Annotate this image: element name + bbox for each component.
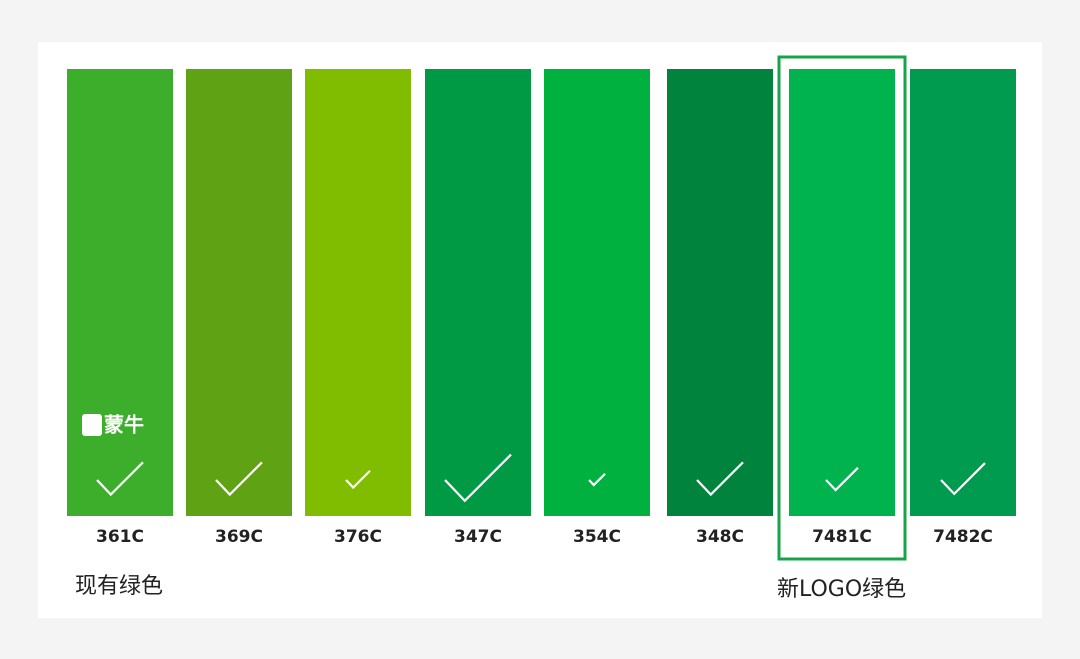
- swatch: [67, 69, 173, 516]
- checkmark: [96, 461, 144, 497]
- swatch-label: 7481C: [812, 527, 872, 547]
- swatch-label: 347C: [454, 527, 502, 547]
- logo-icon: [82, 414, 102, 436]
- checkmark: [215, 461, 263, 497]
- checkmark: [444, 453, 512, 503]
- checkmark: [345, 469, 371, 490]
- swatch: [667, 69, 773, 516]
- swatch: [186, 69, 292, 516]
- caption-current: 现有绿色: [75, 574, 163, 599]
- swatch: [789, 69, 895, 516]
- swatch: [544, 69, 650, 516]
- highlight-box: [777, 55, 907, 561]
- swatch-label: 369C: [215, 527, 263, 547]
- swatch: [910, 69, 1016, 516]
- checkmark: [588, 473, 606, 487]
- swatch: [425, 69, 531, 516]
- swatch: [305, 69, 411, 516]
- swatches: 361C 369C 376C 347C 354C 348C 7481C 7482C: [67, 69, 1016, 547]
- logo-text: 蒙牛: [104, 413, 144, 437]
- swatch-label: 376C: [334, 527, 382, 547]
- swatch-label: 361C: [96, 527, 144, 547]
- swatch-label: 7482C: [933, 527, 993, 547]
- checkmark: [940, 462, 986, 496]
- swatch-label: 348C: [696, 527, 744, 547]
- swatch-label: 354C: [573, 527, 621, 547]
- caption-new: 新LOGO绿色: [777, 577, 906, 602]
- checkmark: [825, 466, 859, 492]
- checkmark: [696, 461, 744, 497]
